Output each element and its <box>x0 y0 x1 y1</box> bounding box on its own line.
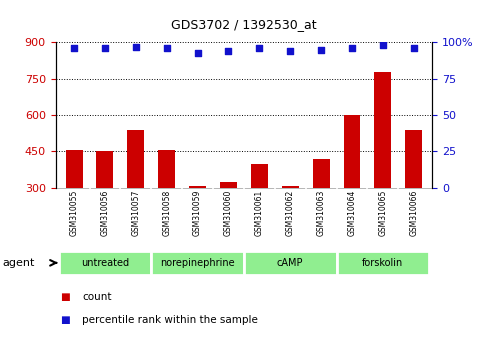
Text: untreated: untreated <box>81 258 129 268</box>
Point <box>256 45 263 51</box>
Text: GSM310058: GSM310058 <box>162 189 171 236</box>
Point <box>132 44 140 50</box>
Bar <box>220 182 237 260</box>
Bar <box>343 115 360 260</box>
Point <box>348 45 356 51</box>
Text: GSM310057: GSM310057 <box>131 189 141 236</box>
Bar <box>66 150 83 260</box>
Text: GSM310061: GSM310061 <box>255 189 264 236</box>
Point <box>163 45 170 51</box>
Point <box>194 50 201 56</box>
Bar <box>244 251 337 275</box>
Text: ■: ■ <box>60 292 70 302</box>
Point <box>225 48 232 54</box>
Text: cAMP: cAMP <box>277 258 303 268</box>
Bar <box>282 186 298 260</box>
Text: GSM310056: GSM310056 <box>100 189 110 236</box>
Text: GSM310062: GSM310062 <box>286 189 295 236</box>
Text: GSM310059: GSM310059 <box>193 189 202 236</box>
Text: GSM310060: GSM310060 <box>224 189 233 236</box>
Point <box>70 45 78 51</box>
Text: norepinephrine: norepinephrine <box>160 258 235 268</box>
Bar <box>189 186 206 260</box>
Point <box>379 42 387 48</box>
Bar <box>313 159 329 260</box>
Text: GSM310063: GSM310063 <box>317 189 326 236</box>
Text: GSM310066: GSM310066 <box>409 189 418 236</box>
Point <box>317 47 325 53</box>
Point <box>101 45 109 51</box>
Text: forskolin: forskolin <box>362 258 403 268</box>
Bar <box>151 251 244 275</box>
Bar <box>128 130 144 260</box>
Bar <box>374 72 391 260</box>
Text: GDS3702 / 1392530_at: GDS3702 / 1392530_at <box>171 18 317 31</box>
Bar <box>337 251 429 275</box>
Text: ■: ■ <box>60 315 70 325</box>
Point <box>286 48 294 54</box>
Bar <box>58 251 151 275</box>
Text: percentile rank within the sample: percentile rank within the sample <box>82 315 258 325</box>
Text: GSM310055: GSM310055 <box>70 189 79 236</box>
Text: GSM310065: GSM310065 <box>378 189 387 236</box>
Text: GSM310064: GSM310064 <box>347 189 356 236</box>
Bar <box>158 150 175 260</box>
Bar <box>251 164 268 260</box>
Bar <box>97 151 114 260</box>
Text: agent: agent <box>2 258 35 268</box>
Bar <box>405 130 422 260</box>
Text: count: count <box>82 292 112 302</box>
Point <box>410 45 418 51</box>
